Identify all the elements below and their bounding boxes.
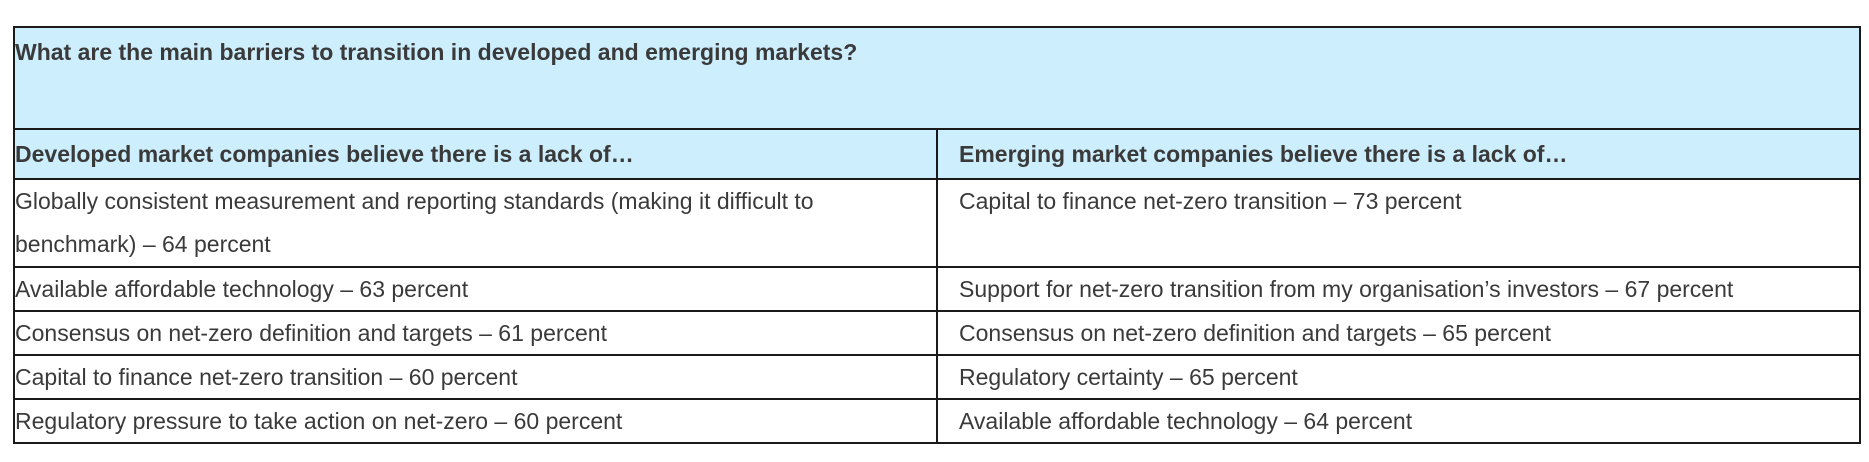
developed-barrier-cell: Globally consistent measurement and repo… xyxy=(13,178,938,268)
emerging-barrier-cell: Capital to finance net-zero transition –… xyxy=(936,178,1861,268)
emerging-barrier-cell: Regulatory certainty – 65 percent xyxy=(936,354,1861,400)
table-row: Regulatory pressure to take action on ne… xyxy=(13,398,1861,444)
developed-barrier-cell: Capital to finance net-zero transition –… xyxy=(13,354,938,400)
header-developed-markets: Developed market companies believe there… xyxy=(13,128,938,180)
table-title-row: What are the main barriers to transition… xyxy=(13,26,1861,130)
header-emerging-markets: Emerging market companies believe there … xyxy=(936,128,1861,180)
developed-barrier-cell: Available affordable technology – 63 per… xyxy=(13,266,938,312)
emerging-barrier-cell: Available affordable technology – 64 per… xyxy=(936,398,1861,444)
table-header-row: Developed market companies believe there… xyxy=(13,128,1861,180)
developed-barrier-cell: Consensus on net-zero definition and tar… xyxy=(13,310,938,356)
table-row: Globally consistent measurement and repo… xyxy=(13,178,1861,268)
emerging-barrier-cell: Support for net-zero transition from my … xyxy=(936,266,1861,312)
emerging-barrier-cell: Consensus on net-zero definition and tar… xyxy=(936,310,1861,356)
table-row: Consensus on net-zero definition and tar… xyxy=(13,310,1861,356)
barriers-table: What are the main barriers to transition… xyxy=(13,26,1861,444)
table-row: Capital to finance net-zero transition –… xyxy=(13,354,1861,400)
table-title: What are the main barriers to transition… xyxy=(13,26,1861,130)
developed-barrier-cell: Regulatory pressure to take action on ne… xyxy=(13,398,938,444)
table-row: Available affordable technology – 63 per… xyxy=(13,266,1861,312)
